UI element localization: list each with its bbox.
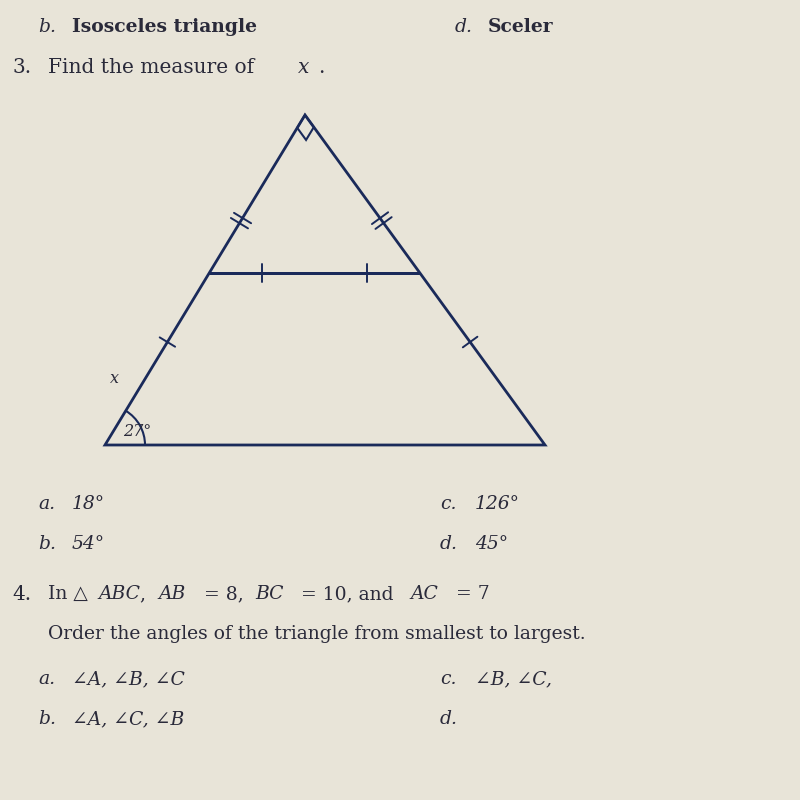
Text: d.: d. [440,535,458,553]
Text: d.: d. [440,710,458,728]
Text: ∠A, ∠B, ∠C: ∠A, ∠B, ∠C [72,670,185,688]
Text: c.: c. [440,495,457,513]
Text: b.: b. [38,535,56,553]
Text: d.: d. [455,18,473,36]
Text: = 10, and: = 10, and [295,585,399,603]
Text: b.: b. [38,710,56,728]
Text: c.: c. [440,670,457,688]
Text: b.: b. [38,18,56,36]
Text: 4.: 4. [12,585,31,604]
Text: 54°: 54° [72,535,105,553]
Text: 3.: 3. [12,58,31,77]
Text: Sceler: Sceler [488,18,554,36]
Text: x: x [298,58,310,77]
Text: Isosceles triangle: Isosceles triangle [72,18,257,36]
Text: Order the angles of the triangle from smallest to largest.: Order the angles of the triangle from sm… [48,625,586,643]
Text: .: . [318,58,324,77]
Text: ∠A, ∠C, ∠B: ∠A, ∠C, ∠B [72,710,184,728]
Text: = 7: = 7 [450,585,490,603]
Text: Find the measure of: Find the measure of [48,58,261,77]
Text: 18°: 18° [72,495,105,513]
Text: AC: AC [410,585,438,603]
Text: 27°: 27° [123,423,151,440]
Text: In △: In △ [48,585,88,603]
Text: BC: BC [255,585,283,603]
Text: ∠B, ∠C,: ∠B, ∠C, [475,670,552,688]
Text: x: x [110,370,119,386]
Text: a.: a. [38,495,55,513]
Text: 45°: 45° [475,535,508,553]
Text: = 8,: = 8, [198,585,250,603]
Text: AB: AB [158,585,186,603]
Text: ABC: ABC [98,585,140,603]
Text: a.: a. [38,670,55,688]
Text: ,: , [140,585,158,603]
Text: 126°: 126° [475,495,520,513]
